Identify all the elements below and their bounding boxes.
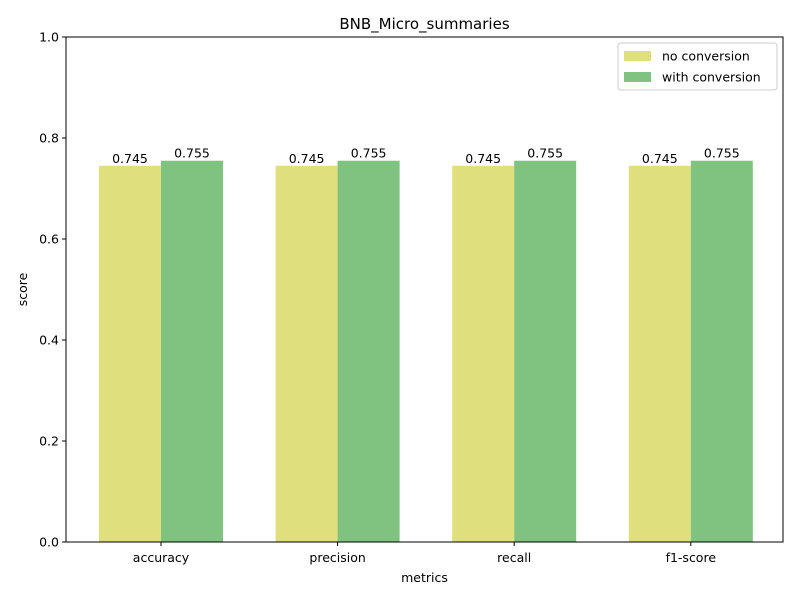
x-axis-ticks: accuracy precision recall f1-score (133, 542, 717, 565)
bars-layer (99, 160, 753, 542)
bar-no-conversion-precision (275, 165, 338, 542)
bar-no-conversion-f1-score (628, 165, 691, 542)
plot-frame (65, 36, 784, 543)
data-label-with-conversion-f1-score: 0.755 (704, 146, 740, 161)
legend-swatch-with-conversion (624, 72, 651, 82)
y-tick-label: 0.4 (39, 333, 59, 348)
y-tick-label: 0.8 (39, 131, 59, 146)
legend: no conversion with conversion (617, 42, 778, 91)
data-label-no-conversion-recall: 0.745 (465, 151, 501, 166)
legend-label-with-conversion: with conversion (662, 70, 761, 85)
y-tick-label: 0.2 (39, 434, 59, 449)
bar-with-conversion-precision (337, 160, 400, 542)
bar-no-conversion-accuracy (99, 165, 161, 542)
x-axis-title: metrics (401, 570, 448, 585)
data-label-with-conversion-accuracy: 0.755 (174, 146, 210, 161)
data-labels-layer: 0.745 0.755 0.745 0.755 0.745 0.755 0.745 0.755 (112, 146, 740, 166)
bar-with-conversion-accuracy (161, 160, 223, 542)
y-tick-label: 0.0 (39, 535, 59, 550)
x-tick-label-recall: recall (497, 550, 531, 565)
bar-with-conversion-f1-score (690, 160, 753, 542)
y-axis-ticks: 0.0 0.2 0.4 0.6 0.8 1.0 (39, 30, 66, 550)
legend-label-no-conversion: no conversion (662, 49, 750, 64)
data-label-no-conversion-precision: 0.745 (289, 151, 325, 166)
bar-no-conversion-recall (452, 165, 515, 542)
data-label-with-conversion-recall: 0.755 (527, 146, 563, 161)
chart-title: BNB_Micro_summaries (339, 15, 509, 34)
x-tick-label-accuracy: accuracy (133, 550, 190, 565)
data-label-with-conversion-precision: 0.755 (351, 146, 387, 161)
x-tick-label-precision: precision (309, 550, 365, 565)
x-tick-label-f1-score: f1-score (666, 550, 717, 565)
legend-frame (617, 42, 778, 91)
bar-with-conversion-recall (514, 160, 577, 542)
legend-swatch-no-conversion (624, 51, 651, 61)
y-tick-label: 1.0 (39, 30, 59, 45)
y-tick-label: 0.6 (39, 232, 59, 247)
data-label-no-conversion-accuracy: 0.745 (112, 151, 148, 166)
data-label-no-conversion-f1-score: 0.745 (642, 151, 678, 166)
y-axis-title: score (15, 272, 30, 306)
